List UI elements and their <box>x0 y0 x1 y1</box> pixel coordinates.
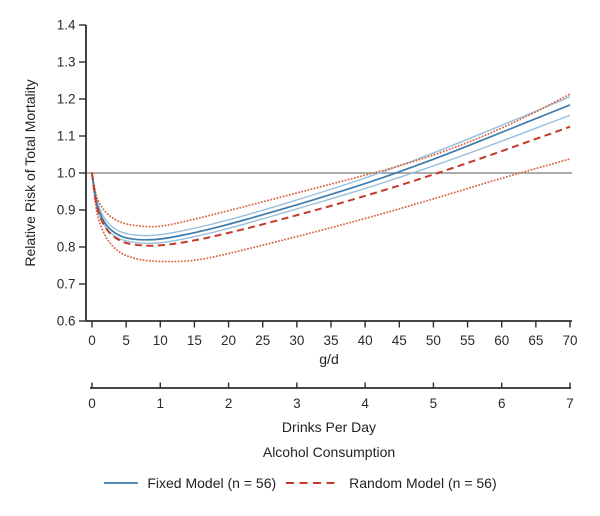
secondary-x-axis-tick-label: 4 <box>361 396 369 411</box>
series-random-model-95-ci-lower- <box>91 157 571 263</box>
secondary-x-axis-title: Drinks Per Day <box>281 419 377 435</box>
x-axis-tick-label: 10 <box>153 333 168 348</box>
fixed-model-line-swatch <box>104 482 139 484</box>
y-axis-tick-label: 0.8 <box>57 240 76 255</box>
secondary-x-axis-tick-label: 3 <box>293 396 301 411</box>
legend: Fixed Model (n = 56) Random Model (n = 5… <box>0 472 600 494</box>
x-axis-tick-label: 25 <box>255 333 270 348</box>
y-axis-tick-label: 0.6 <box>57 314 76 329</box>
secondary-x-axis-tick-label: 1 <box>157 396 165 411</box>
axis-group-title: Alcohol Consumption <box>262 444 396 460</box>
y-axis-tick-label: 1.0 <box>57 166 76 181</box>
x-axis-tick-label: 15 <box>187 333 202 348</box>
y-axis-tick-label: 1.4 <box>57 18 76 33</box>
series-fixed-model-95-ci-upper- <box>91 96 571 237</box>
secondary-x-axis-tick-label: 6 <box>498 396 506 411</box>
series-random-model-95-ci-upper- <box>91 93 571 228</box>
x-axis-title: g/d <box>319 351 339 367</box>
x-axis-tick-label: 30 <box>289 333 304 348</box>
legend-item-random-model: Random Model (n = 56) <box>285 475 497 491</box>
x-axis-tick-label: 55 <box>460 333 475 348</box>
y-axis-tick-label: 1.3 <box>57 55 76 70</box>
random-model-line-swatch <box>286 482 341 484</box>
y-axis-tick-label: 0.9 <box>57 203 76 218</box>
y-axis-tick-label: 1.1 <box>57 129 76 144</box>
legend-item-fixed-model: Fixed Model (n = 56) <box>103 475 276 491</box>
x-axis-tick-label: 70 <box>562 333 577 348</box>
x-axis-tick-label: 40 <box>358 333 373 348</box>
x-axis-tick-label: 50 <box>426 333 441 348</box>
secondary-x-axis-tick-label: 2 <box>225 396 233 411</box>
legend-label-random-model: Random Model (n = 56) <box>349 475 497 491</box>
x-axis-tick-label: 5 <box>122 333 130 348</box>
secondary-x-axis-tick-label: 5 <box>430 396 438 411</box>
series-fixed-model-n-56- <box>91 104 571 241</box>
x-axis-tick-label: 65 <box>528 333 543 348</box>
secondary-x-axis-tick-label: 7 <box>566 396 574 411</box>
x-axis-tick-label: 60 <box>494 333 509 348</box>
x-axis-tick-label: 35 <box>323 333 338 348</box>
y-axis-tick-label: 1.2 <box>57 92 76 107</box>
x-axis-tick-label: 45 <box>392 333 407 348</box>
x-axis-tick-label: 0 <box>88 333 96 348</box>
legend-label-fixed-model: Fixed Model (n = 56) <box>147 475 277 491</box>
series-random-model-n-56- <box>91 125 571 247</box>
y-axis-tick-label: 0.7 <box>57 277 76 292</box>
y-axis-title: Relative Risk of Total Mortality <box>22 79 38 267</box>
secondary-x-axis-tick-label: 0 <box>88 396 96 411</box>
x-axis-tick-label: 20 <box>221 333 236 348</box>
